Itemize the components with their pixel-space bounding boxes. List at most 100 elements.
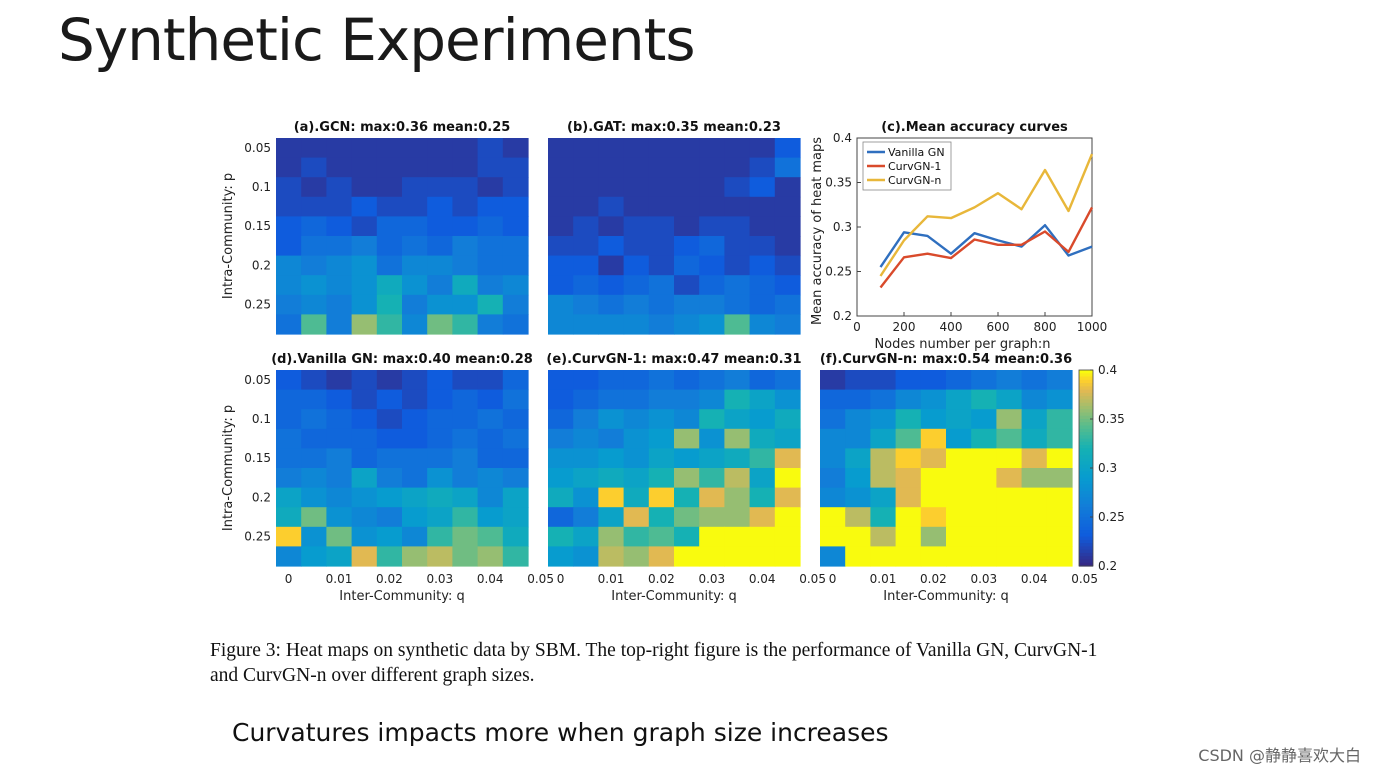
heatmap-cell [971, 487, 997, 508]
heatmap-cell [502, 275, 529, 296]
heatmap-cell [477, 526, 504, 547]
heatmap-cell [326, 487, 353, 508]
heatmap-cell [351, 157, 378, 178]
heatmap-cell [623, 275, 650, 296]
heatmap-cell [326, 236, 353, 257]
colorbar-segment [1079, 546, 1093, 551]
heatmap-cell [573, 314, 599, 335]
colorbar-segment [1079, 379, 1093, 384]
heatmap-cell [598, 428, 625, 449]
x-tick-label: 1000 [1077, 320, 1108, 334]
heatmap-cell [477, 487, 504, 508]
heatmap-cell [452, 389, 479, 410]
colorbar-segment [1079, 487, 1093, 492]
colorbar-segment [1079, 507, 1093, 512]
heatmap-cell [326, 275, 353, 296]
heatmap-cell [351, 468, 378, 489]
y-tick-label: 0.05 [244, 141, 271, 155]
heatmap-cell [376, 275, 403, 296]
heatmap-cell [452, 409, 479, 430]
heatmap-cell [946, 526, 972, 547]
heatmap-cell [276, 526, 302, 547]
heatmap-cell [351, 389, 378, 410]
heatmap-cell [1021, 409, 1048, 430]
heatmap-cell [452, 546, 479, 567]
x-axis-label: Inter-Community: q [883, 589, 1008, 604]
x-tick-label: 0.01 [598, 572, 625, 586]
heatmap-cell [548, 468, 574, 489]
heatmap-cell [598, 255, 625, 276]
heatmap-cell [749, 370, 776, 391]
heatmap-cell [301, 409, 327, 430]
heatmap-cell [427, 409, 453, 430]
heatmap-cell [699, 196, 725, 217]
heatmap-cell [351, 275, 378, 296]
heatmap-cell [326, 526, 353, 547]
y-tick-label: 0.05 [244, 373, 271, 387]
colorbar-segment [1079, 510, 1093, 515]
heatmap-cell [477, 389, 504, 410]
heatmap-cell [699, 314, 725, 335]
heatmap-cell [623, 487, 650, 508]
heatmap-cell [548, 428, 574, 449]
heatmap-cell [895, 409, 922, 430]
heatmap-cell [724, 294, 751, 315]
heatmap-cell [623, 255, 650, 276]
heatmap-cell [724, 314, 751, 335]
heatmap-cell [548, 370, 574, 391]
heatmap-cell [648, 487, 675, 508]
heatmap-cell [971, 370, 997, 391]
heatmap-cell [598, 314, 625, 335]
panel-title: (c).Mean accuracy curves [881, 120, 1068, 135]
heatmap-cell [895, 507, 922, 528]
heatmap-cell [724, 275, 751, 296]
heatmap-cell [276, 428, 302, 449]
heatmap-cell [648, 448, 675, 469]
heatmap-panel: (d).Vanilla GN: max:0.40 mean:0.280.050.… [221, 352, 554, 604]
heatmap-cell [749, 255, 776, 276]
heatmap-cell [996, 409, 1023, 430]
x-tick-label: 0.02 [376, 572, 403, 586]
heatmap-cell [724, 428, 751, 449]
heatmap-cell [427, 526, 453, 547]
heatmap-cell [598, 275, 625, 296]
colorbar-segment [1079, 523, 1093, 528]
heatmap-cell [699, 255, 725, 276]
y-tick-label: 0.35 [825, 176, 852, 190]
heatmap-cell [402, 294, 428, 315]
heatmap-cell [971, 546, 997, 567]
heatmap-cell [946, 370, 972, 391]
heatmap-cell [996, 468, 1023, 489]
heatmap-cell [920, 546, 947, 567]
heatmap-cell [946, 428, 972, 449]
heatmap-cell [477, 216, 504, 237]
heatmap-cell [477, 275, 504, 296]
heatmap-cell [452, 138, 479, 159]
colorbar-segment [1079, 526, 1093, 531]
heatmap-cell [724, 255, 751, 276]
heatmap-panel: (e).CurvGN-1: max:0.47 mean:0.31 0 0.01 0.0… [546, 352, 826, 604]
heatmap-cell [301, 157, 327, 178]
heatmap-cell [402, 177, 428, 198]
x-tick-label: 200 [893, 320, 916, 334]
heatmap-cell [477, 468, 504, 489]
panel-title: (e).CurvGN-1: max:0.47 mean:0.31 [546, 352, 801, 367]
heatmap-cell [301, 487, 327, 508]
heatmap-cell [351, 487, 378, 508]
heatmap-cell [402, 157, 428, 178]
colorbar-tick-label: 0.2 [1098, 559, 1117, 573]
heatmap-cell [276, 196, 302, 217]
colorbar-segment [1079, 425, 1093, 430]
heatmap-cell [548, 138, 574, 159]
x-axis-label: Nodes number per graph:n [874, 337, 1050, 352]
heatmap-cell [870, 526, 897, 547]
heatmap-cell [749, 468, 776, 489]
heatmap-cell [724, 448, 751, 469]
heatmap-cell [452, 487, 479, 508]
heatmap-cell [548, 177, 574, 198]
heatmap-cell [301, 275, 327, 296]
heatmap-cell [699, 409, 725, 430]
colorbar-segment [1079, 428, 1093, 433]
heatmap-cell [870, 370, 897, 391]
heatmap-cell [1046, 389, 1073, 410]
